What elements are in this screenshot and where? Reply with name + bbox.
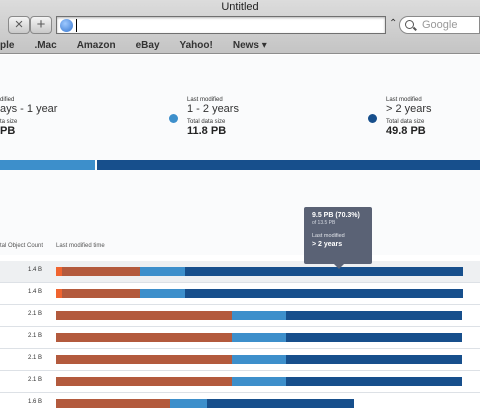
age-bar[interactable] [56,267,463,276]
add-bookmark-button[interactable]: + [30,16,52,34]
summary-2-label: Last modified [187,97,223,103]
age-segment[interactable] [140,289,185,298]
summary-3-range: > 2 years [386,103,432,115]
object-count: 2.1 B [28,355,43,361]
page-content: dified ays - 1 year ta size PB Last modi… [0,55,480,414]
age-bar[interactable] [56,311,462,320]
window-title: Untitled [221,1,259,13]
age-segment[interactable] [185,267,463,276]
summary-3-label: Last modified [386,97,422,103]
stop-button[interactable]: × [8,16,30,34]
object-count: 2.1 B [28,333,43,339]
bookmark-news[interactable]: News ▾ [232,40,267,51]
browser-chrome: Untitled × + ⌃ Google ple .Mac Amazon eB… [0,0,480,54]
tooltip-range: > 2 years [312,241,343,248]
summary-1-size-label: ta size [0,119,18,125]
age-segment[interactable] [232,333,286,342]
age-segment[interactable] [56,399,170,408]
search-input[interactable]: Google [399,16,480,34]
table-row[interactable]: 1.6 B [0,393,480,414]
summary-1-range: ays - 1 year [0,103,58,115]
table-row[interactable]: 1.4 B [0,261,480,283]
summary-bar-dark [97,160,480,170]
tooltip-value: 9.5 PB (70.3%) [312,212,360,219]
age-segment[interactable] [286,311,462,320]
summary-1-label: dified [0,97,15,103]
summary-3-size: 49.8 PB [386,125,426,137]
globe-icon [60,19,73,32]
bookmark-yahoo[interactable]: Yahoo! [179,40,213,51]
summary-bar-mid [0,160,95,170]
table-row[interactable]: 2.1 B [0,327,480,349]
age-segment[interactable] [62,267,140,276]
object-count: 1.4 B [28,267,43,273]
age-segment[interactable] [286,355,462,364]
age-segment[interactable] [232,311,286,320]
age-segment[interactable] [286,333,462,342]
age-bar[interactable] [56,333,462,342]
snapback-icon[interactable]: ⌃ [389,18,398,29]
summary-3-size-label: Total data size [386,119,425,125]
tooltip-sub: of 13.5 PB [312,220,336,226]
object-count: 2.1 B [28,377,43,383]
table-row[interactable]: 2.1 B [0,305,480,327]
address-bar[interactable] [56,16,386,34]
age-bar[interactable] [56,355,462,364]
summary-2-size: 11.8 PB [187,125,227,137]
mid-blue-dot [169,114,178,123]
summary-1-size: PB [0,125,16,137]
bookmarks-bar: ple .Mac Amazon eBay Yahoo! News ▾ [0,38,287,54]
age-segment[interactable] [62,289,140,298]
age-segment[interactable] [207,399,354,408]
dark-blue-dot [368,114,377,123]
age-segment[interactable] [170,399,207,408]
bookmark-apple[interactable]: ple [0,40,15,51]
object-count: 2.1 B [28,311,43,317]
age-segment[interactable] [232,355,286,364]
age-bar[interactable] [56,289,463,298]
object-count-header: tal Object Count [0,243,44,249]
object-count: 1.4 B [28,289,43,295]
tooltip: 9.5 PB (70.3%) of 13.5 PB Last modified … [304,207,372,269]
age-segment[interactable] [56,333,232,342]
summary-panel: dified ays - 1 year ta size PB Last modi… [0,55,480,255]
bookmark-amazon[interactable]: Amazon [76,40,116,51]
age-segment[interactable] [56,289,62,298]
summary-2-range: 1 - 2 years [187,103,239,115]
age-bar[interactable] [56,377,462,386]
tooltip-label: Last modified [312,233,345,239]
table-row[interactable]: 2.1 B [0,371,480,393]
table-row[interactable]: 1.4 B [0,283,480,305]
bookmark-mac[interactable]: .Mac [34,40,57,51]
age-segment[interactable] [56,267,62,276]
age-segment[interactable] [232,377,286,386]
table-row[interactable]: 2.1 B [0,349,480,371]
age-bar[interactable] [56,399,354,408]
age-segment[interactable] [185,289,463,298]
summary-2-size-label: Total data size [187,119,226,125]
age-segment[interactable] [286,377,462,386]
search-placeholder: Google [422,19,458,31]
age-segment[interactable] [56,377,232,386]
last-modified-header: Last modified time [56,243,105,249]
object-count: 1.6 B [28,399,43,405]
age-segment[interactable] [140,267,185,276]
age-segment[interactable] [56,355,232,364]
search-icon [405,20,414,29]
text-caret [76,19,77,32]
bookmark-ebay[interactable]: eBay [135,40,160,51]
age-segment[interactable] [56,311,232,320]
